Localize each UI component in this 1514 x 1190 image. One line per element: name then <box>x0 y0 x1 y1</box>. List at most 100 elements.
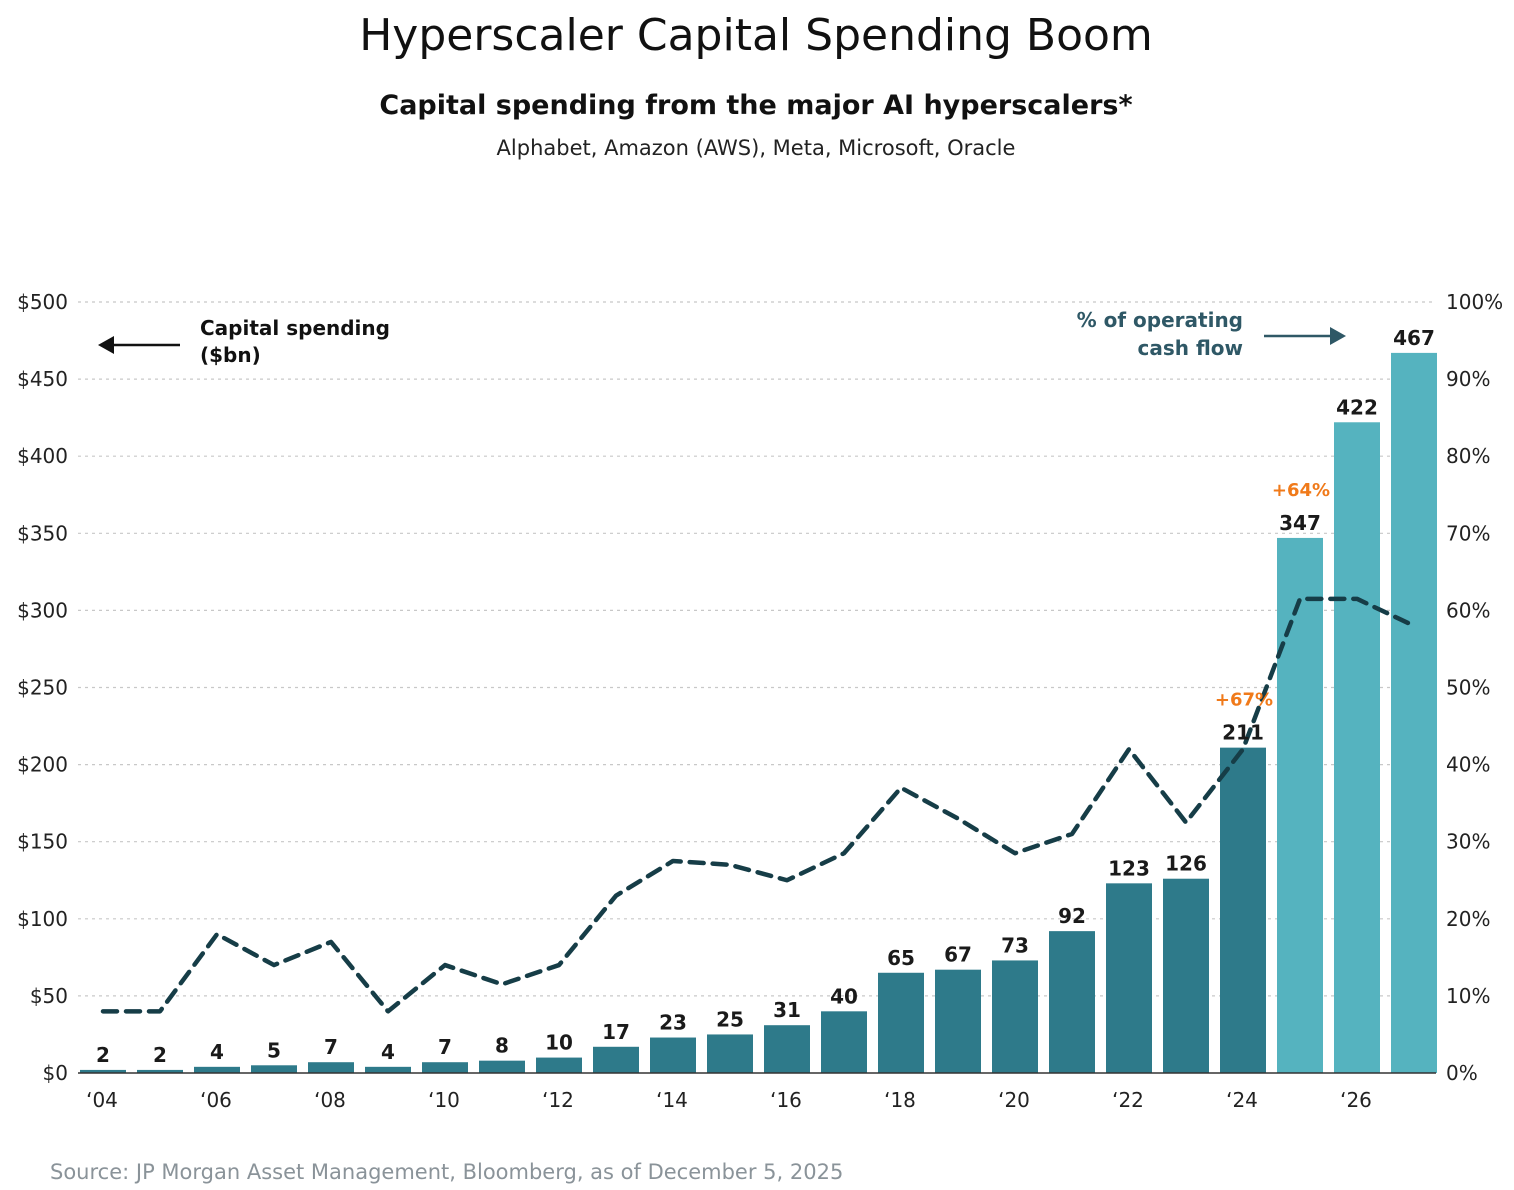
x-axis-tick-label: ‘24 <box>1226 1088 1258 1112</box>
right-axis-tick-label: 100% <box>1446 290 1503 314</box>
bar-value-label: 10 <box>545 1031 573 1055</box>
bar <box>308 1062 354 1073</box>
bar-value-label: 4 <box>381 1040 395 1064</box>
x-axis-tick-label: ‘08 <box>314 1088 346 1112</box>
bar-value-label: 7 <box>438 1035 452 1059</box>
x-axis-tick-label: ‘04 <box>86 1088 118 1112</box>
left-axis-tick-label: $350 <box>17 521 68 545</box>
chart-title: Hyperscaler Capital Spending Boom <box>359 10 1153 61</box>
bar-value-label: 123 <box>1108 856 1150 880</box>
bar-value-label: 17 <box>602 1020 630 1044</box>
bar <box>1334 422 1380 1073</box>
x-axis-tick-label: ‘22 <box>1112 1088 1144 1112</box>
right-axis-tick-label: 10% <box>1446 984 1490 1008</box>
bar-value-labels: 2 2 4 5 7 4 7 8 10 17 23 25 31 40 65 67 73 92 123 126 211 347… <box>96 326 1435 1067</box>
bar-value-label: 2 <box>153 1043 167 1067</box>
bar-value-label: 7 <box>324 1035 338 1059</box>
bar <box>1220 747 1266 1073</box>
ocf-percent-line <box>100 596 1417 1014</box>
right-annotation-line2: cash flow <box>1138 336 1244 360</box>
right-annotation-line1: % of operating <box>1077 308 1243 332</box>
x-axis-tick-label: ‘06 <box>200 1088 232 1112</box>
bar <box>821 1011 867 1073</box>
bar <box>935 969 981 1073</box>
bar-value-label: 23 <box>659 1011 687 1035</box>
axes: $0 0% $50 10% $100 20% $150 30% $200 40% $250 50% $3… <box>17 290 1503 1112</box>
left-axis-tick-label: $50 <box>30 984 68 1008</box>
bar <box>365 1066 411 1073</box>
right-axis-tick-label: 40% <box>1446 753 1490 777</box>
left-axis-tick-label: $300 <box>17 598 68 622</box>
company-list: Alphabet, Amazon (AWS), Meta, Microsoft,… <box>497 136 1016 160</box>
bar <box>80 1069 126 1073</box>
source-note: Source: JP Morgan Asset Management, Bloo… <box>50 1160 843 1184</box>
left-arrow-icon <box>98 336 114 354</box>
right-axis-tick-label: 90% <box>1446 367 1490 391</box>
bar-value-label: 25 <box>716 1007 744 1031</box>
bar <box>1049 931 1095 1073</box>
bar <box>593 1046 639 1073</box>
right-axis-tick-label: 0% <box>1446 1061 1478 1085</box>
right-axis-tick-label: 80% <box>1446 444 1490 468</box>
x-axis-tick-label: ‘20 <box>998 1088 1030 1112</box>
bar <box>650 1037 696 1073</box>
bar-value-label: 65 <box>887 946 915 970</box>
left-axis-tick-label: $100 <box>17 907 68 931</box>
right-axis-tick-label: 60% <box>1446 598 1490 622</box>
chart-subtitle: Capital spending from the major AI hyper… <box>379 90 1132 121</box>
gridlines <box>78 301 1436 997</box>
bar-value-label: 5 <box>267 1038 281 1062</box>
right-arrow-icon <box>1330 327 1346 345</box>
bar-value-label: 467 <box>1393 326 1435 350</box>
bar <box>878 972 924 1073</box>
x-axis-tick-label: ‘14 <box>656 1088 688 1112</box>
bar <box>536 1057 582 1073</box>
growth-label: +64% <box>1272 480 1330 501</box>
bar-value-label: 211 <box>1222 721 1264 745</box>
left-annotation-line2: ($bn) <box>200 343 261 367</box>
bar-value-label: 92 <box>1058 904 1086 928</box>
bar <box>1106 883 1152 1073</box>
bar-value-label: 2 <box>96 1043 110 1067</box>
bar-value-label: 31 <box>773 998 801 1022</box>
bar-value-label: 67 <box>944 943 972 967</box>
left-annotation-line1: Capital spending <box>200 316 390 340</box>
x-axis-tick-label: ‘26 <box>1340 1088 1372 1112</box>
bar-value-label: 422 <box>1336 395 1378 419</box>
left-axis-tick-label: $450 <box>17 367 68 391</box>
left-axis-tick-label: $200 <box>17 753 68 777</box>
bar-value-label: 347 <box>1279 511 1321 535</box>
bar <box>1391 352 1437 1073</box>
x-axis-tick-label: ‘10 <box>428 1088 460 1112</box>
left-axis-tick-label: $0 <box>43 1061 68 1085</box>
bar <box>764 1025 810 1073</box>
bar <box>1163 878 1209 1073</box>
left-axis-tick-label: $400 <box>17 444 68 468</box>
bar-value-label: 40 <box>830 984 858 1008</box>
right-axis-tick-label: 30% <box>1446 830 1490 854</box>
left-axis-tick-label: $250 <box>17 676 68 700</box>
capex-bars <box>80 352 1437 1073</box>
bar <box>479 1060 525 1073</box>
x-axis-tick-label: ‘18 <box>884 1088 916 1112</box>
bar-value-label: 126 <box>1165 852 1207 876</box>
bar <box>992 960 1038 1073</box>
bar <box>194 1066 240 1073</box>
ocf-line-layer <box>100 596 1417 1014</box>
right-axis-tick-label: 70% <box>1446 521 1490 545</box>
bar <box>1277 537 1323 1073</box>
bar <box>137 1069 183 1073</box>
bar <box>251 1065 297 1073</box>
bar-value-label: 73 <box>1001 933 1029 957</box>
bar-value-label: 8 <box>495 1034 509 1058</box>
bar-value-label: 4 <box>210 1040 224 1064</box>
left-axis-annotation: Capital spending ($bn) <box>98 316 390 367</box>
left-axis-tick-label: $500 <box>17 290 68 314</box>
right-axis-tick-label: 20% <box>1446 907 1490 931</box>
bar <box>422 1062 468 1073</box>
left-axis-tick-label: $150 <box>17 830 68 854</box>
right-axis-tick-label: 50% <box>1446 676 1490 700</box>
x-axis-tick-label: ‘16 <box>770 1088 802 1112</box>
bar <box>707 1034 753 1073</box>
